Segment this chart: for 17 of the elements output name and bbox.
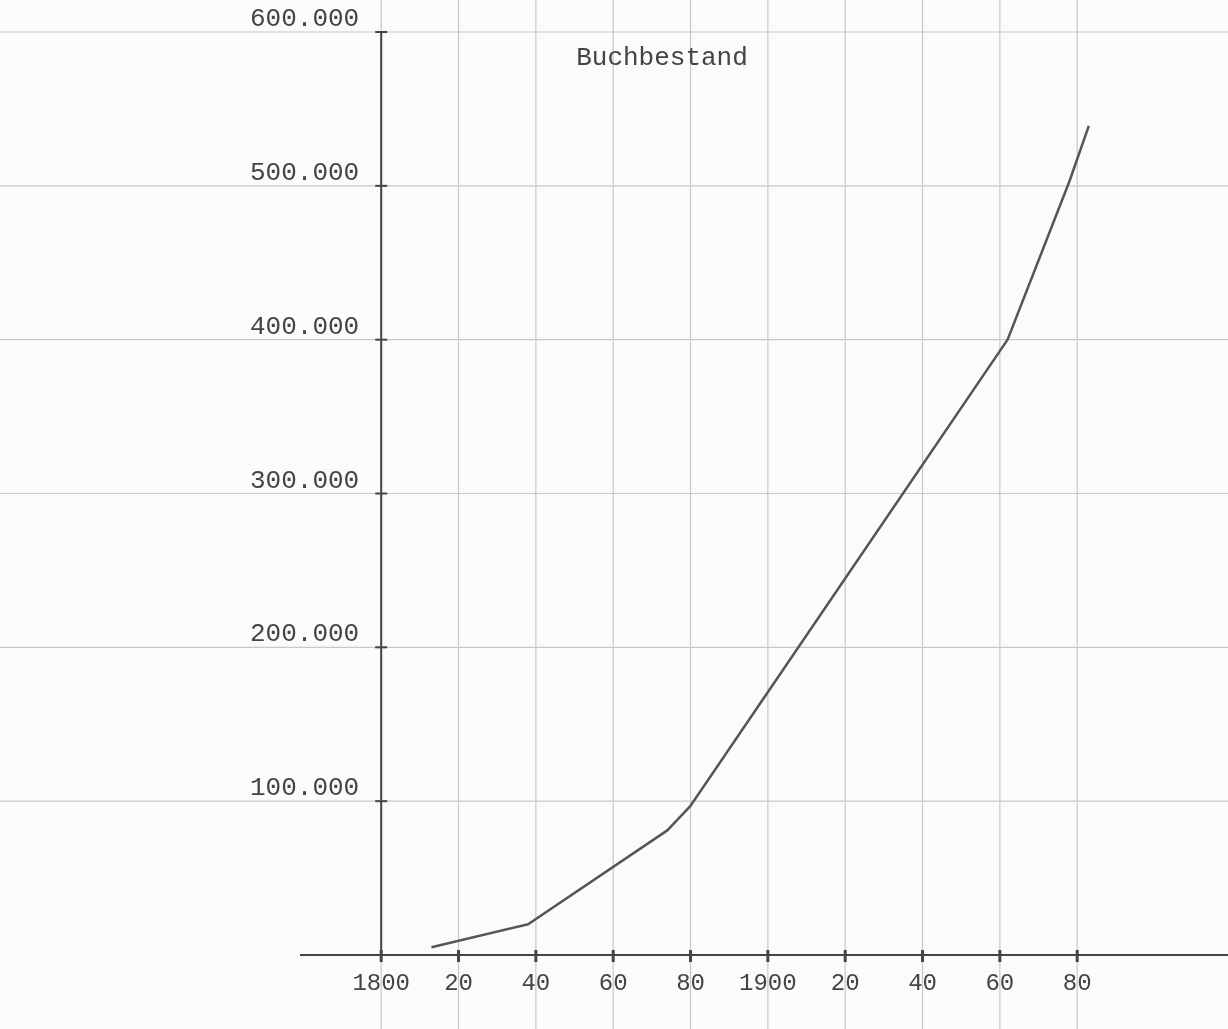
x-tick-label: 1900 — [739, 970, 797, 997]
y-tick-label: 400.000 — [249, 311, 360, 342]
x-tick-label: 40 — [521, 970, 551, 997]
x-tick-label: 40 — [908, 970, 937, 997]
x-tick-label: 80 — [676, 970, 705, 997]
text: Buchbestand — [576, 43, 748, 73]
y-tick-label: 200.000 — [249, 619, 360, 650]
y-tick-label: 300.000 — [249, 465, 360, 496]
y-tick-label: 600.000 — [249, 4, 360, 34]
x-tick-label: 20 — [830, 970, 860, 997]
x-tick-label: 60 — [985, 970, 1015, 997]
x-tick-label: 80 — [1062, 970, 1092, 997]
y-tick-label: 100.000 — [249, 773, 360, 804]
x-tick-label: 1800 — [352, 970, 410, 997]
x-tick-label: 20 — [444, 970, 473, 997]
x-tick-label: 60 — [598, 970, 628, 997]
y-tick-label: 500.000 — [249, 157, 360, 188]
